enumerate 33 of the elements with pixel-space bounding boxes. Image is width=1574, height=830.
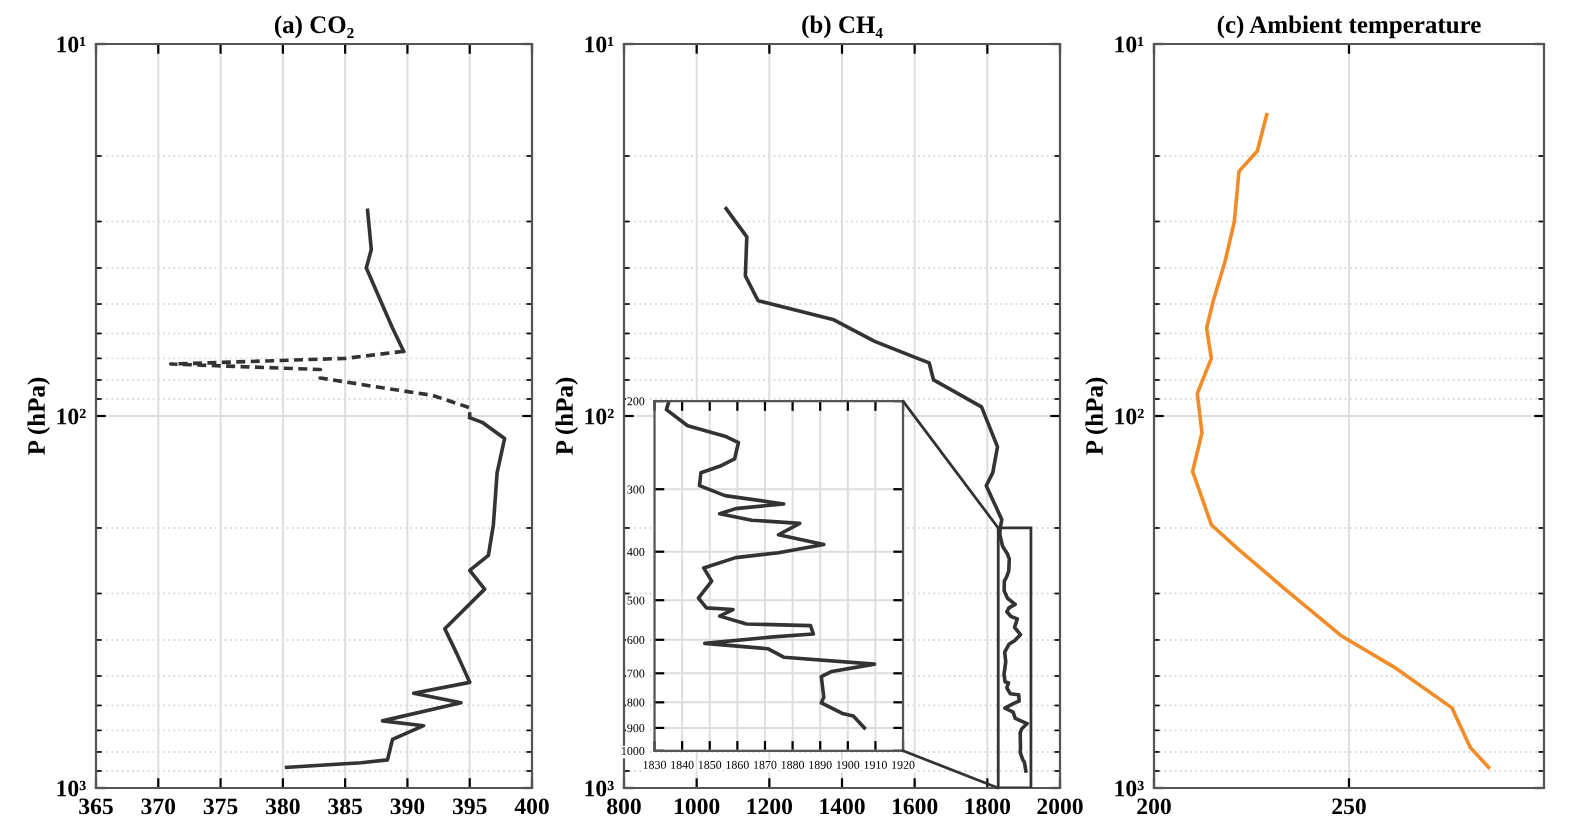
x-tick-label: 1200	[747, 798, 793, 815]
y-tick-label: 10²	[1115, 408, 1144, 425]
chart-title: (a) CO₂	[274, 15, 354, 39]
x-tick-label: 395	[452, 798, 487, 815]
x-tick-label: 250	[1332, 798, 1366, 815]
x-tick-label: 1800	[965, 798, 1011, 815]
y-tick-label: 10²	[57, 408, 86, 425]
line-series	[1190, 112, 1491, 770]
y-axis-title: P (hPa)	[1085, 377, 1109, 455]
y-tick-label: 10¹	[1115, 36, 1144, 53]
chart-title: (c) Ambient temperature	[1217, 15, 1481, 39]
x-tick-label: 2000	[1037, 798, 1083, 815]
x-tick-label: 385	[328, 798, 362, 815]
x-tick-label: 1400	[820, 798, 865, 815]
x-tick-label: 1600	[892, 798, 938, 815]
x-tick-label: 200	[1137, 798, 1171, 815]
line-series	[664, 401, 877, 730]
y-tick-label: 10³	[585, 780, 614, 797]
chart-title: (b) CH₄	[802, 15, 883, 39]
x-tick-label: 1000	[674, 798, 720, 815]
y-axis-title: P (hPa)	[555, 377, 579, 455]
x-tick-label: 390	[390, 798, 425, 815]
y-tick-label: 10²	[585, 408, 614, 425]
x-tick-label: 365	[79, 798, 113, 815]
x-tick-label: 400	[514, 798, 549, 815]
y-tick-label: 10¹	[57, 36, 86, 53]
y-axis-title: P (hPa)	[27, 377, 51, 455]
x-tick-label: 375	[203, 798, 238, 815]
y-tick-label: 10³	[1115, 780, 1144, 797]
x-tick-label: 380	[266, 798, 300, 815]
y-tick-label: 10³	[57, 780, 86, 797]
y-tick-label: 10¹	[585, 36, 614, 53]
x-tick-label: 370	[141, 798, 176, 815]
